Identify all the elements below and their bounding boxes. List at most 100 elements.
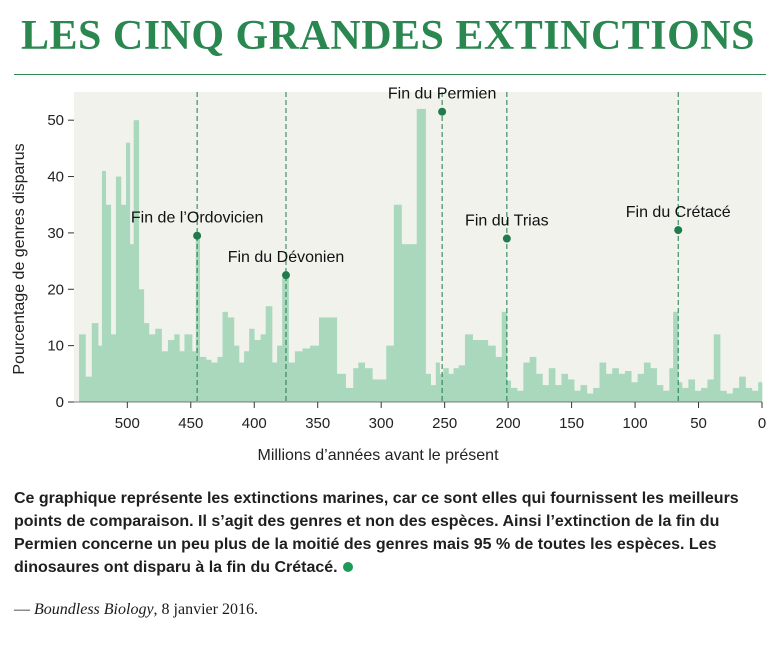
bar [79,334,86,402]
bar [327,317,338,402]
bar [206,359,212,402]
bar [302,348,311,402]
bar [745,387,753,402]
extinction-label: Fin du Dévonien [228,249,345,266]
bar [294,351,303,402]
end-dot-icon [342,561,353,572]
x-tick-label: 300 [369,415,394,432]
bar [425,373,431,402]
bar [364,368,373,402]
bar [174,334,180,402]
bar [217,356,223,402]
extinction-label: Fin du Permien [388,86,497,103]
bar [260,334,266,402]
extinction-label: Fin de l’Ordovicien [131,210,264,227]
title-divider [14,74,766,75]
bar [529,356,537,402]
caption-text: Ce graphique représente les extinctions … [14,490,739,576]
bar [336,373,346,402]
bar [91,323,99,402]
bar [506,380,511,402]
source-date: , 8 janvier 2016. [153,601,258,618]
bar [227,317,235,402]
bar [637,373,645,402]
extinction-point [502,234,511,243]
bar [618,373,626,402]
bar [120,204,127,402]
bar [501,311,508,402]
bar [372,379,379,402]
bar [358,362,365,402]
page-title: LES CINQ GRANDES EXTINCTIONS [20,13,755,59]
bar [386,345,395,402]
bar [656,385,664,402]
caption: Ce graphique représente les extinctions … [14,487,768,579]
y-axis-label: Pourcentage de genres disparus [11,143,28,374]
bar [133,120,140,403]
bar [758,382,763,402]
extinction-point [193,231,202,240]
bar [751,390,759,402]
bar [195,238,200,402]
bar [678,382,683,402]
bar [435,362,440,402]
bar [233,345,240,402]
bar [448,373,454,402]
bar [593,387,600,402]
x-tick-label: 450 [178,415,203,432]
source-dash: — [14,601,30,618]
bar [453,368,459,402]
bar [682,387,689,402]
bar [650,368,657,402]
bar [605,373,613,402]
bar [222,311,228,402]
x-tick-label: 150 [559,415,584,432]
bar [439,373,444,402]
bar [409,244,418,402]
bar [378,379,387,402]
x-tick-label: 200 [496,415,521,432]
bar [393,204,402,402]
bar [707,379,715,402]
bar [631,382,638,402]
bar [612,368,619,402]
bar [726,393,734,402]
bar [98,345,103,402]
bar [239,362,245,402]
x-tick-label: 100 [623,415,648,432]
bar [536,373,543,402]
bar [739,376,746,402]
bar [199,356,207,402]
bar [353,368,359,402]
bar [110,334,117,402]
bar [495,356,503,402]
bar [184,334,193,402]
bar [673,311,679,402]
bar [510,387,518,402]
bar [701,387,708,402]
bar [85,376,93,402]
bar [694,390,702,402]
bar [167,340,175,402]
bar [416,108,426,402]
bar [548,368,556,402]
bar [561,373,569,402]
bar [310,345,320,402]
bar [129,244,134,402]
bar [574,390,581,402]
bar [288,362,296,402]
bar [155,328,162,402]
bar [401,244,410,402]
y-tick-label: 20 [47,281,64,298]
x-tick-label: 350 [305,415,330,432]
bar [586,393,594,402]
bar [143,323,150,402]
bar [523,362,531,402]
bar [105,204,112,402]
bar [732,387,740,402]
bar [472,340,481,402]
bar [192,351,197,402]
bar [517,390,524,402]
x-tick-label: 400 [242,415,267,432]
